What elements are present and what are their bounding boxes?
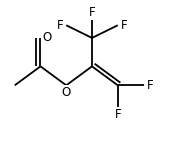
Text: F: F xyxy=(121,19,128,32)
Text: F: F xyxy=(56,19,63,32)
Text: F: F xyxy=(147,79,154,92)
Text: F: F xyxy=(114,108,121,121)
Text: F: F xyxy=(89,6,95,19)
Text: O: O xyxy=(62,86,71,99)
Text: O: O xyxy=(42,31,52,44)
